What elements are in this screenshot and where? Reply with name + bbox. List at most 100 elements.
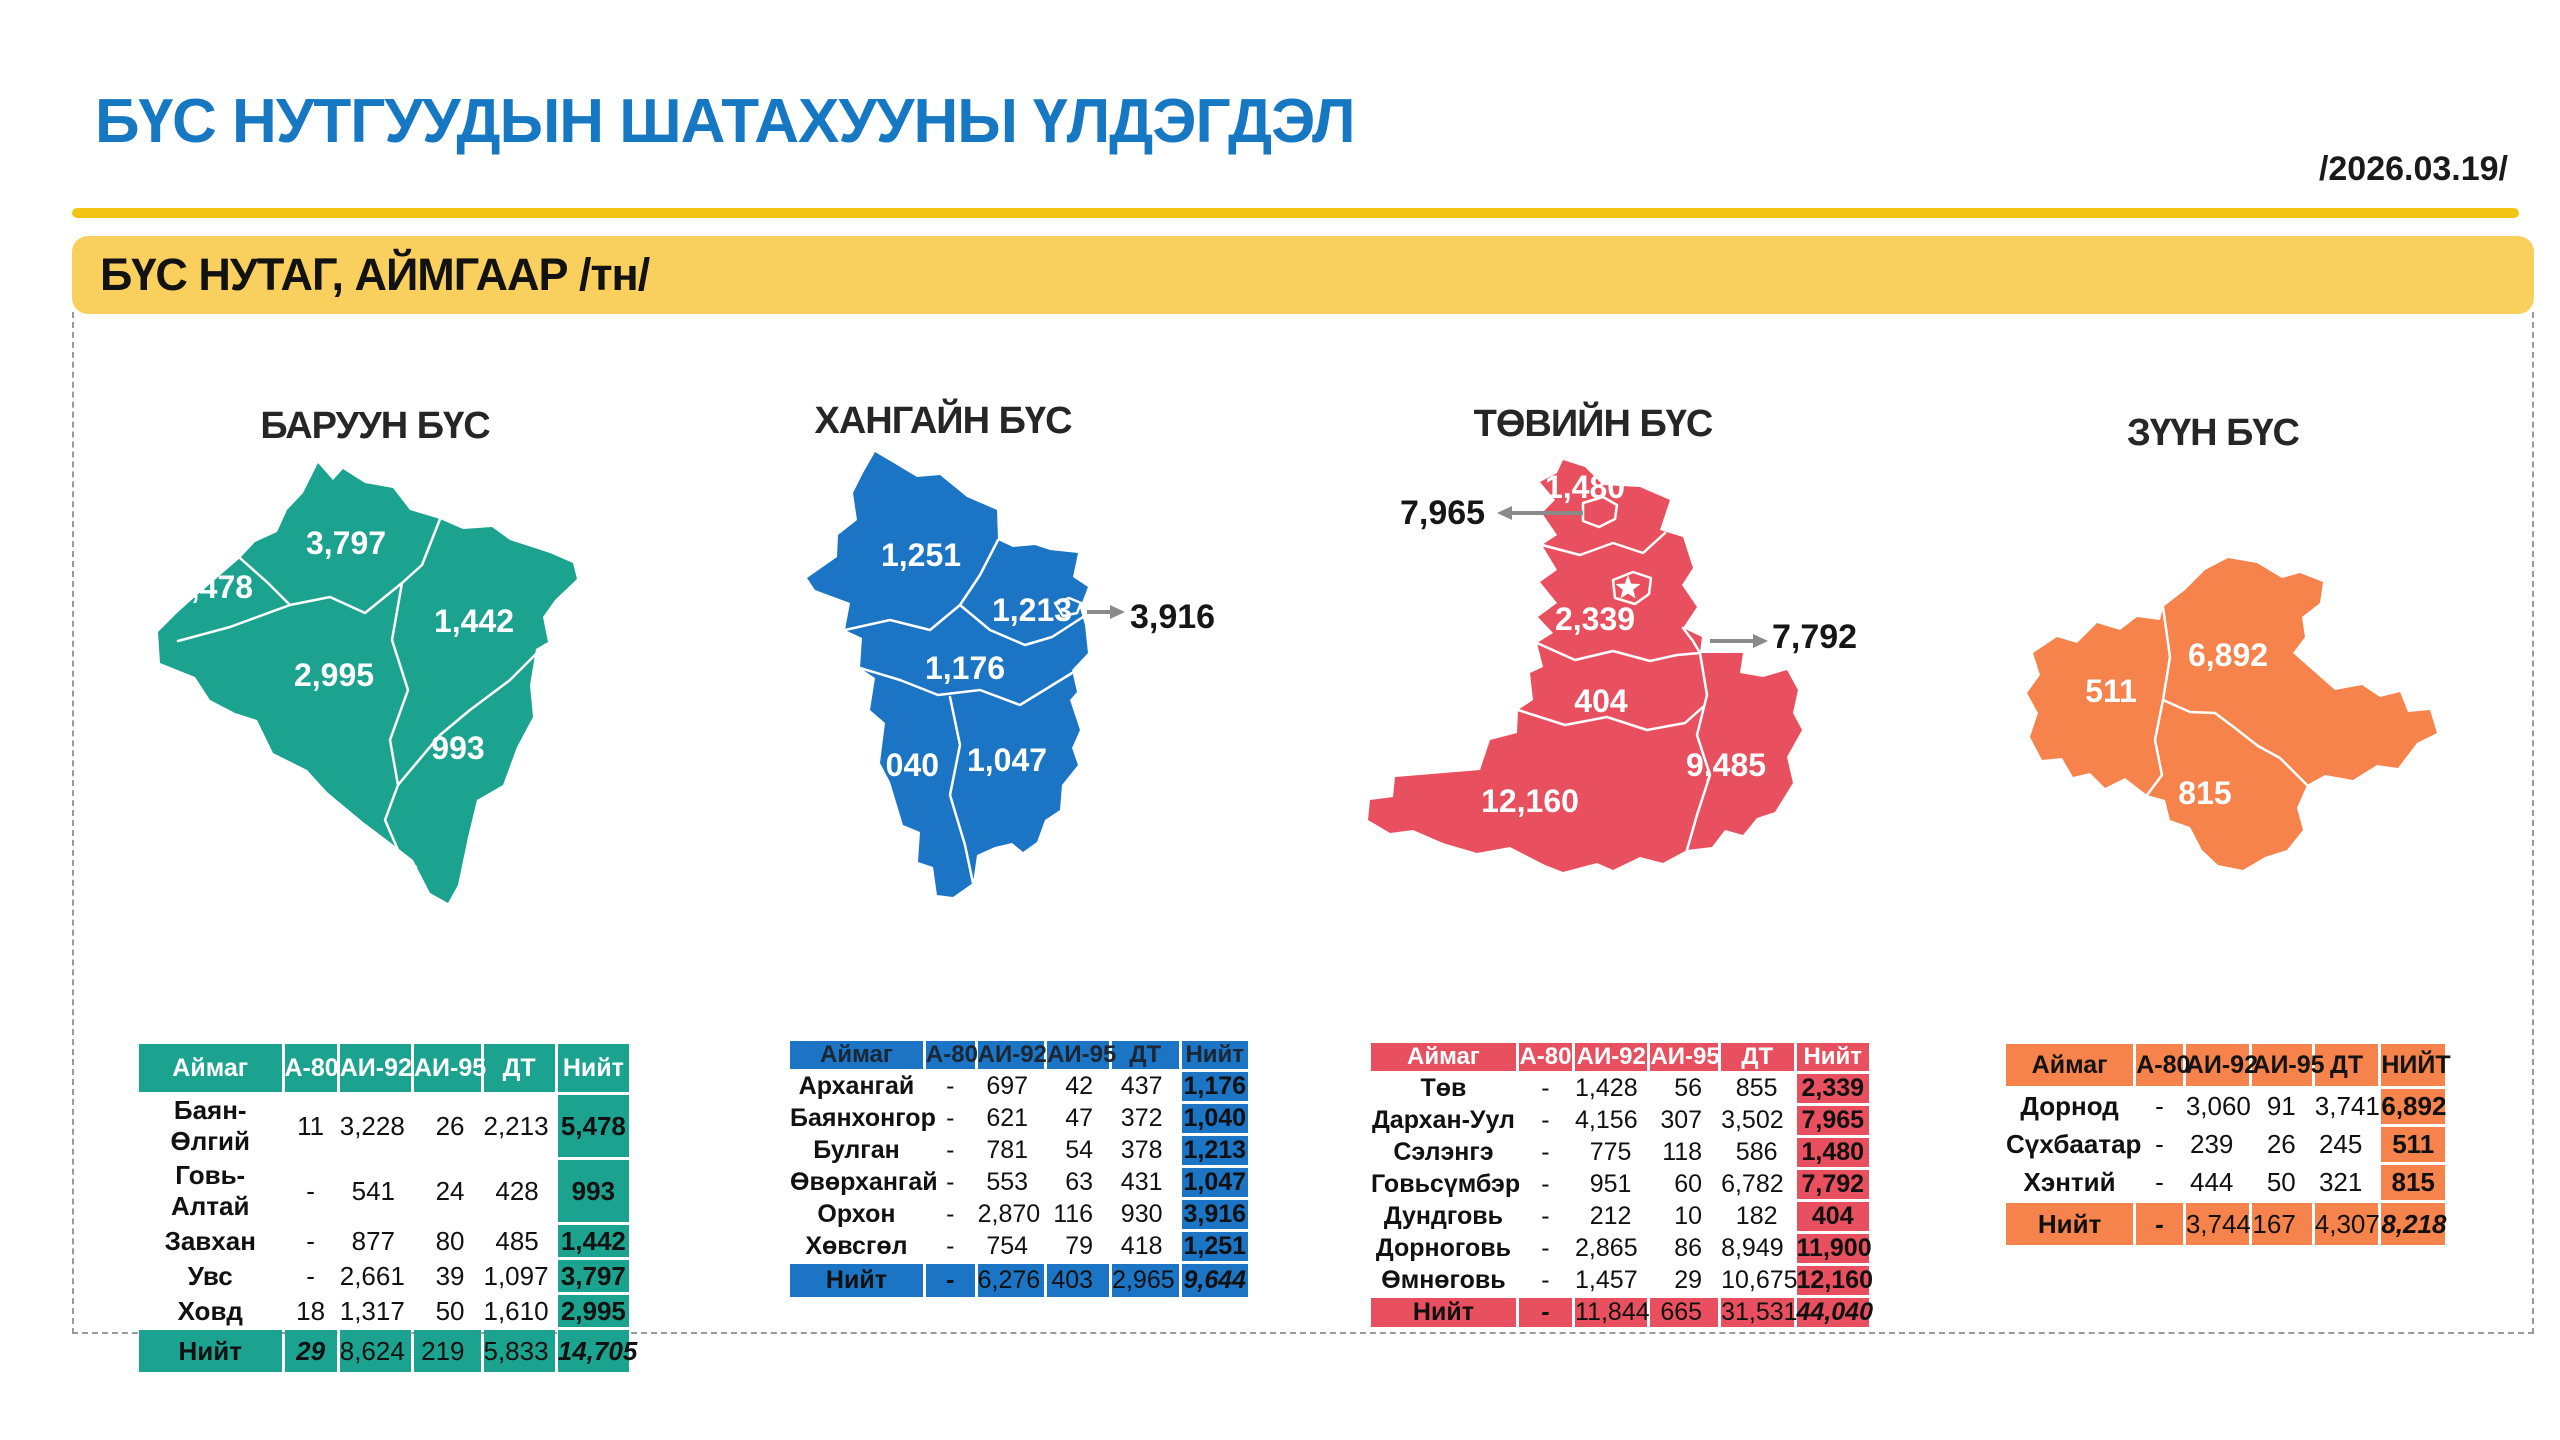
map-value-dornod: 6,892: [2188, 637, 2268, 673]
a80-value: 18: [284, 1295, 337, 1327]
footer-ai92-total: 3,744: [2185, 1203, 2251, 1245]
aimag-name: Дорнод: [2006, 1089, 2134, 1124]
total-value: 3,916: [1181, 1200, 1248, 1229]
col-header-aimag: Аймаг: [1371, 1043, 1516, 1071]
total-value: 1,251: [1181, 1232, 1248, 1261]
dt-value: 1,097: [483, 1260, 555, 1292]
a80-value: -: [1518, 1266, 1573, 1295]
dt-value: 930: [1112, 1200, 1179, 1229]
map-value-zavkhan: 1,442: [434, 603, 514, 639]
footer-ai95-total: 665: [1650, 1298, 1719, 1327]
ai95-value: 118: [1650, 1138, 1719, 1167]
province-border: [843, 538, 1085, 885]
a80-value: -: [925, 1104, 975, 1133]
table-header-row: Аймаг А-80 АИ-92 АИ-95 ДТ Нийт: [1371, 1043, 1869, 1071]
total-value: 993: [557, 1160, 629, 1222]
footer-grand-total: 44,040: [1796, 1298, 1873, 1327]
orkhon-arrowhead-icon: [1110, 605, 1125, 619]
footer-a80-total: -: [925, 1264, 975, 1297]
col-header-ai92: АИ-92: [1575, 1043, 1648, 1071]
table-row: Дундговь - 212 10 182 404: [1371, 1202, 1869, 1231]
footer-label: Нийт: [139, 1330, 282, 1372]
dt-value: 586: [1721, 1138, 1794, 1167]
callout-govisumber-value: 7,792: [1772, 618, 1858, 656]
footer-label: Нийт: [1371, 1298, 1516, 1327]
ai95-value: 50: [414, 1295, 481, 1327]
table-footer-row: Нийт - 3,744 167 4,307 8,218: [2006, 1203, 2446, 1245]
ai92-value: 1,457: [1575, 1266, 1648, 1295]
table-row: Увс - 2,661 39 1,097 3,797: [139, 1260, 629, 1292]
dt-value: 3,502: [1721, 1106, 1794, 1135]
footer-label: Нийт: [2006, 1203, 2134, 1245]
ai92-value: 1,317: [339, 1295, 411, 1327]
dt-value: 8,949: [1721, 1234, 1794, 1263]
table-row: Сүхбаатар - 239 26 245 511: [2006, 1127, 2445, 1162]
total-value: 1,040: [1181, 1104, 1248, 1133]
footer-label: Нийт: [790, 1264, 923, 1297]
total-value: 1,442: [557, 1225, 629, 1257]
map-value-bayan-olgii: 5,478: [173, 569, 253, 605]
footer-dt-total: 4,307: [2314, 1203, 2380, 1245]
col-header-ai92: АИ-92: [977, 1041, 1047, 1069]
aimag-name: Дундговь: [1371, 1202, 1516, 1231]
region-title-central: ТӨВИЙН БҮС: [1473, 403, 1714, 445]
govisumber-arrowhead-icon: [1753, 634, 1768, 648]
col-header-ai92: АИ-92: [339, 1044, 412, 1092]
col-header-ai95: АИ-95: [414, 1044, 486, 1092]
table-khangai: Аймаг А-80 АИ-92 АИ-95 ДТ Нийт Архангай …: [787, 1038, 1251, 1300]
dt-value: 10,675: [1721, 1266, 1798, 1295]
ai92-value: 1,428: [1575, 1074, 1648, 1103]
map-east-shape: [2027, 558, 2437, 870]
a80-value: -: [2136, 1165, 2183, 1200]
footer-ai92-total: 8,624: [339, 1330, 411, 1372]
col-header-total: НИЙТ: [2381, 1044, 2451, 1086]
footer-ai92-total: 6,276: [977, 1264, 1045, 1297]
callout-darkhan-value: 7,965: [1400, 494, 1486, 532]
footer-a80-total: -: [2136, 1203, 2183, 1245]
ai92-value: 951: [1575, 1170, 1648, 1199]
region-title-west: БАРУУН БҮС: [260, 405, 490, 447]
title-underline: [72, 208, 2519, 218]
table-row: Орхон - 2,870 116 930 3,916: [790, 1200, 1248, 1229]
page-title: БҮС НУТГУУДЫН ШАТАХУУНЫ ҮЛДЭГДЭЛ: [95, 87, 1355, 156]
table-footer-row: Нийт - 11,844 665 31,531 44,040: [1371, 1298, 1873, 1327]
total-value: 3,797: [557, 1260, 629, 1292]
map-value-dornogovi: 9,485: [1686, 747, 1766, 783]
map-value-uvs: 3,797: [306, 525, 386, 561]
total-value: 2,995: [557, 1295, 629, 1327]
ai92-value: 2,870: [977, 1200, 1045, 1229]
aimag-name: Баян-Өлгий: [139, 1095, 282, 1157]
table-row: Өмнөговь - 1,457 29 10,675 12,160: [1371, 1266, 1873, 1295]
total-value: 7,792: [1796, 1170, 1869, 1199]
dt-value: 418: [1112, 1232, 1179, 1261]
ai95-value: 307: [1650, 1106, 1719, 1135]
ai95-value: 79: [1047, 1232, 1110, 1261]
map-east: 6,892 511 815: [2027, 558, 2437, 870]
ai92-value: 621: [977, 1104, 1045, 1133]
ai95-value: 116: [1047, 1200, 1110, 1229]
col-header-a80: А-80: [1518, 1043, 1573, 1071]
footer-ai95-total: 219: [414, 1330, 481, 1372]
a80-value: -: [1518, 1106, 1573, 1135]
ai92-value: 444: [2185, 1165, 2250, 1200]
footer-grand-total: 14,705: [557, 1330, 637, 1372]
aimag-name: Говьсүмбэр: [1371, 1170, 1521, 1199]
table-row: Завхан - 877 80 485 1,442: [139, 1225, 629, 1257]
dt-value: 372: [1112, 1104, 1179, 1133]
aimag-name: Дархан-Уул: [1371, 1106, 1516, 1135]
table-footer-row: Нийт - 6,276 403 2,965 9,644: [790, 1264, 1248, 1297]
table-row: Төв - 1,428 56 855 2,339: [1371, 1074, 1869, 1103]
a80-value: -: [1518, 1074, 1573, 1103]
ai95-value: 42: [1047, 1072, 1110, 1101]
dt-value: 428: [483, 1160, 555, 1222]
col-header-a80: А-80: [925, 1041, 978, 1069]
map-value-ovorkhangai: 1,047: [967, 742, 1047, 778]
aimag-name: Булган: [790, 1136, 923, 1165]
table-central: Аймаг А-80 АИ-92 АИ-95 ДТ Нийт Төв - 1,4…: [1368, 1040, 1873, 1330]
map-value-khentii: 511: [2085, 673, 2137, 709]
dt-value: 437: [1112, 1072, 1179, 1101]
ai95-value: 24: [414, 1160, 481, 1222]
table-row: Дорноговь - 2,865 86 8,949 11,900: [1371, 1234, 1872, 1263]
total-value: 2,339: [1796, 1074, 1869, 1103]
aimag-name: Хэнтий: [2006, 1165, 2134, 1200]
